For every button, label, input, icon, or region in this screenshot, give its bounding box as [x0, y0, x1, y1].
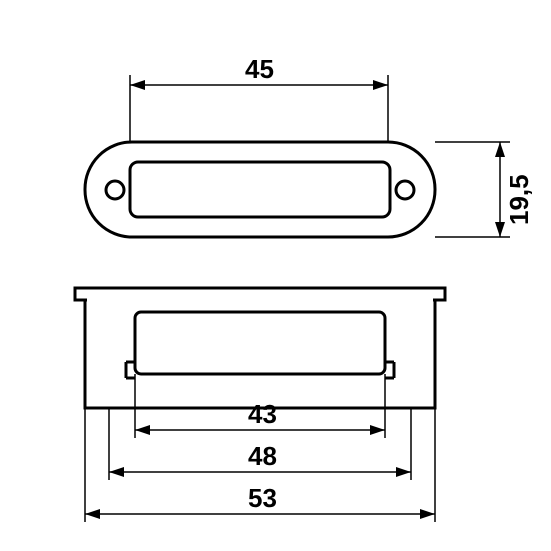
dimension-label: 48: [248, 441, 277, 471]
dimension-label: 43: [248, 399, 277, 429]
dimension-label: 45: [245, 54, 274, 84]
dimension-label: 19,5: [504, 174, 534, 225]
dimension-label: 53: [248, 483, 277, 513]
